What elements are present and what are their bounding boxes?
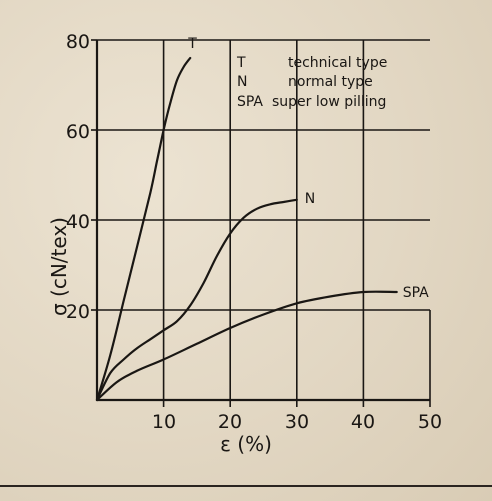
x-tick-label-30: 30 (285, 411, 309, 433)
axes (91, 39, 431, 407)
y-tick-label-80: 80 (66, 31, 90, 53)
x-tick-label-40: 40 (351, 411, 375, 433)
legend: T technical type N normal type SPA super… (236, 55, 387, 110)
series-label-t: T (187, 36, 197, 52)
y-tick-label-60: 60 (66, 121, 90, 143)
x-axis-title: ε (%) (220, 432, 272, 456)
x-tick-label-50: 50 (418, 411, 442, 433)
series-label-n: N (305, 191, 315, 207)
y-axis-title: σ (cN/tex) (47, 217, 71, 316)
legend-text-0: technical type (288, 55, 387, 71)
legend-code-0: T (236, 55, 246, 71)
legend-text-1: normal type (288, 74, 373, 90)
series-lines (95, 56, 398, 402)
y-tick-label-40: 40 (66, 211, 90, 233)
x-tick-label-20: 20 (218, 411, 242, 433)
grid (97, 39, 431, 400)
legend-code-2: SPA (237, 94, 263, 110)
legend-text-2: super low pilling (272, 94, 386, 110)
legend-code-1: N (237, 74, 247, 90)
series-line-t (95, 56, 192, 402)
series-line-n (95, 198, 298, 402)
y-tick-label-20: 20 (66, 301, 90, 323)
series-label-spa: SPA (403, 285, 429, 301)
x-tick-label-10: 10 (152, 411, 176, 433)
series-line-spa (95, 290, 398, 402)
